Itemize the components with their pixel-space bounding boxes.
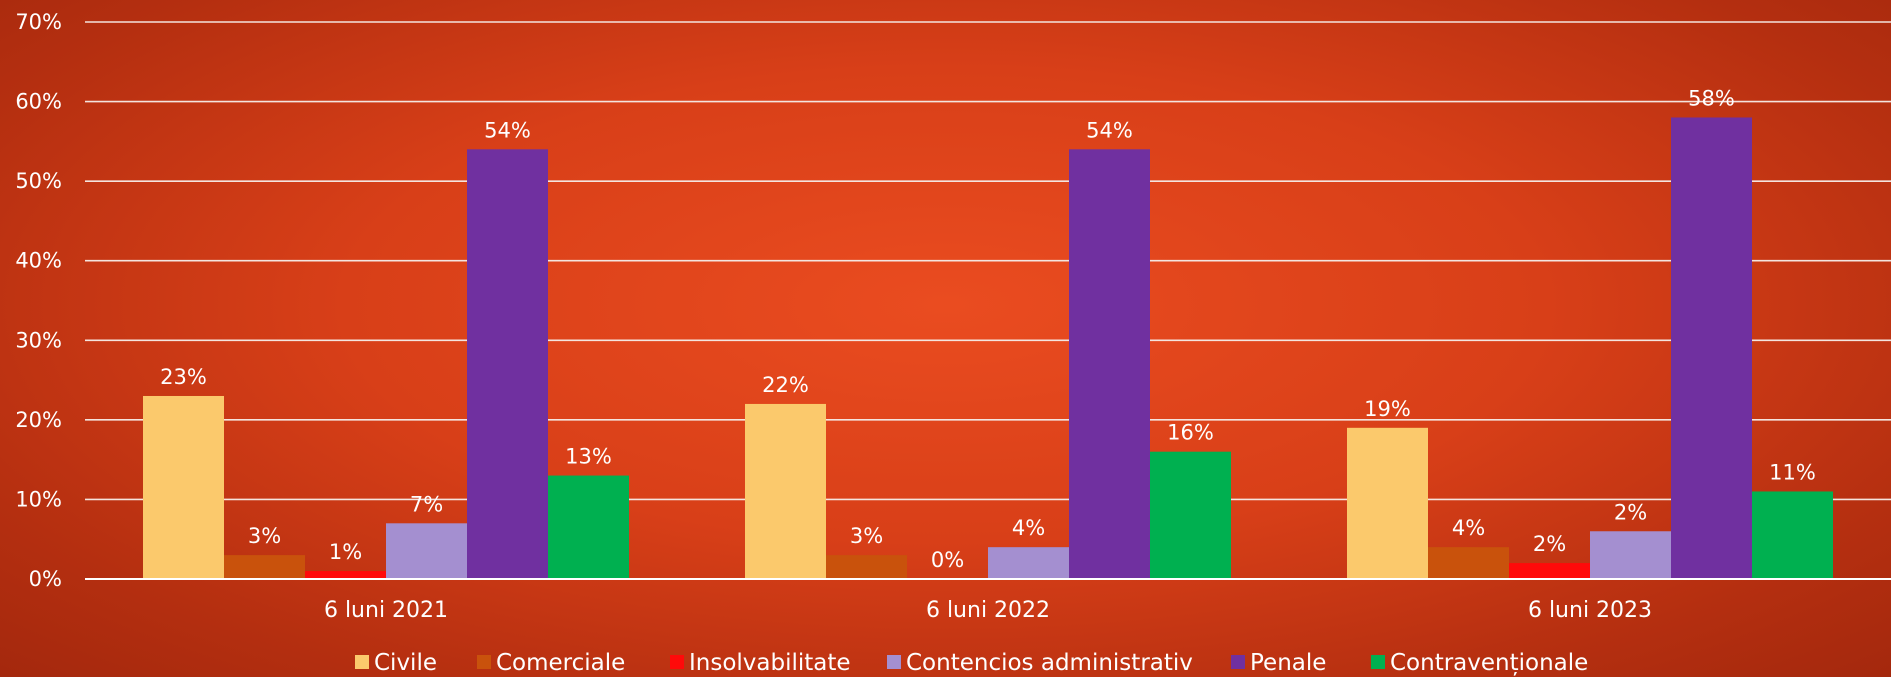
bar-civile	[745, 403, 826, 579]
bar-contraven-ionale	[1150, 451, 1231, 579]
legend-label: Comerciale	[496, 650, 625, 676]
data-label: 4%	[1012, 516, 1045, 540]
legend-item: Penale	[1231, 650, 1326, 676]
bar-civile	[143, 395, 224, 579]
data-label: 11%	[1769, 460, 1816, 484]
data-label: 54%	[1086, 118, 1133, 142]
gridlines	[85, 21, 1891, 580]
data-label: 7%	[410, 492, 443, 516]
data-label: 13%	[565, 445, 612, 469]
legend-item: Comerciale	[477, 650, 625, 676]
legend-swatch	[1231, 655, 1245, 669]
legend-swatch	[355, 655, 369, 669]
y-tick-label: 40%	[15, 249, 62, 273]
legend-label: Contencios administrativ	[906, 650, 1193, 676]
y-tick-label: 50%	[15, 169, 62, 193]
legend-label: Penale	[1250, 650, 1326, 676]
data-label: 2%	[1533, 532, 1566, 556]
data-label: 16%	[1167, 421, 1214, 445]
legend-swatch	[670, 655, 684, 669]
data-label: 3%	[850, 524, 883, 548]
data-label: 19%	[1364, 397, 1411, 421]
legend: Civile Comerciale Insolvabilitate Contencio…	[355, 650, 1588, 676]
data-label: 0%	[931, 548, 964, 572]
legend-label: Contravenționale	[1390, 650, 1588, 676]
bar-contencios-administrativ	[386, 523, 467, 579]
y-tick-label: 60%	[15, 90, 62, 114]
legend-swatch	[477, 655, 491, 669]
data-label: 58%	[1688, 86, 1735, 110]
y-tick-label: 20%	[15, 408, 62, 432]
y-tick-label: 70%	[15, 10, 62, 34]
x-category-label: 6 luni 2022	[926, 598, 1050, 623]
bar-penale	[467, 149, 548, 580]
bars	[143, 117, 1833, 580]
legend-item: Contravenționale	[1371, 650, 1588, 676]
data-label: 22%	[762, 373, 809, 397]
bar-contencios-administrativ	[988, 547, 1069, 579]
data-label: 1%	[329, 540, 362, 564]
data-label: 3%	[248, 524, 281, 548]
legend-item: Civile	[355, 650, 437, 676]
bar-insolvabilitate	[1509, 563, 1590, 579]
legend-item: Insolvabilitate	[670, 650, 851, 676]
bar-insolvabilitate	[305, 571, 386, 579]
bar-contraven-ionale	[548, 475, 629, 579]
bar-comerciale	[826, 555, 907, 579]
y-tick-label: 30%	[15, 328, 62, 352]
bar-penale	[1671, 117, 1752, 579]
x-axis: 6 luni 2021 6 luni 2022 6 luni 2023	[85, 578, 1891, 623]
bar-comerciale	[224, 555, 305, 579]
data-label: 4%	[1452, 516, 1485, 540]
x-category-label: 6 luni 2023	[1528, 598, 1652, 623]
legend-label: Civile	[374, 650, 437, 676]
legend-item: Contencios administrativ	[887, 650, 1193, 676]
y-tick-label: 10%	[15, 487, 62, 511]
bar-contraven-ionale	[1752, 491, 1833, 579]
x-category-label: 6 luni 2021	[324, 598, 448, 623]
bar-civile	[1347, 427, 1428, 579]
legend-swatch	[1371, 655, 1385, 669]
y-axis: 0% 10% 20% 30% 40% 50% 60% 70%	[15, 10, 62, 591]
bar-comerciale	[1428, 547, 1509, 579]
data-labels: 23% 3% 1% 7% 54% 13% 22% 3% 0% 4% 54% 16% 19% 4% 2% 2% 5…	[160, 86, 1816, 572]
y-tick-label: 0%	[29, 567, 62, 591]
bar-penale	[1069, 149, 1150, 580]
legend-swatch	[887, 655, 901, 669]
data-label: 23%	[160, 365, 207, 389]
data-label: 2%	[1614, 500, 1647, 524]
data-label: 54%	[484, 118, 531, 142]
legend-label: Insolvabilitate	[689, 650, 851, 676]
bar-contencios-administrativ	[1590, 531, 1671, 579]
